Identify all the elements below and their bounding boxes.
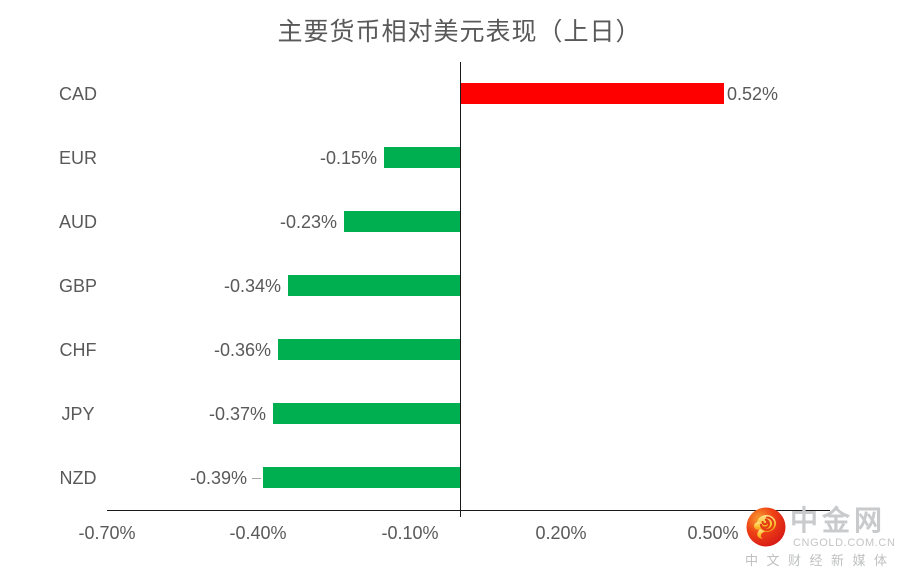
bar-gbp: [288, 275, 460, 296]
cngold-logo-icon: [746, 507, 786, 547]
category-label-cad: CAD: [58, 84, 97, 104]
bar-nzd: [263, 467, 460, 488]
x-tick-label-1: -0.40%: [229, 523, 287, 543]
bar-cad: [461, 83, 724, 104]
cngold-tagline-text: 中文财经新媒体: [745, 553, 896, 568]
value-label-nzd: -0.39%: [189, 468, 247, 488]
bar-eur: [384, 147, 460, 168]
bar-chf: [278, 339, 460, 360]
category-label-jpy: JPY: [61, 404, 95, 424]
cngold-watermark: 中金网 CNGOLD.COM.CN 中文财经新媒体: [745, 505, 901, 575]
x-tick-label-3: 0.20%: [535, 523, 587, 543]
x-axis-line: [107, 510, 830, 511]
category-label-aud: AUD: [58, 212, 97, 232]
value-label-jpy: -0.37%: [208, 404, 266, 424]
category-label-gbp: GBP: [58, 276, 97, 296]
zero-baseline: [460, 62, 461, 517]
value-label-eur: -0.15%: [319, 148, 377, 168]
label-leader-line-nzd: [252, 478, 261, 479]
x-tick-label-4: 0.50%: [687, 523, 739, 543]
category-label-chf: CHF: [59, 340, 97, 360]
x-tick-label-2: -0.10%: [381, 523, 439, 543]
chart-title: 主要货币相对美元表现（上日）: [277, 18, 642, 46]
cngold-domain-text: CNGOLD.COM.CN: [793, 537, 896, 549]
value-label-cad: 0.52%: [727, 84, 779, 104]
value-label-chf: -0.36%: [213, 340, 271, 360]
bar-jpy: [273, 403, 460, 424]
value-label-gbp: -0.34%: [223, 276, 281, 296]
bar-aud: [344, 211, 460, 232]
category-label-nzd: NZD: [59, 468, 97, 488]
x-tick-label-0: -0.70%: [78, 523, 136, 543]
category-label-eur: EUR: [58, 148, 97, 168]
value-label-aud: -0.23%: [279, 212, 337, 232]
cngold-brand-text: 中金网: [790, 505, 887, 536]
